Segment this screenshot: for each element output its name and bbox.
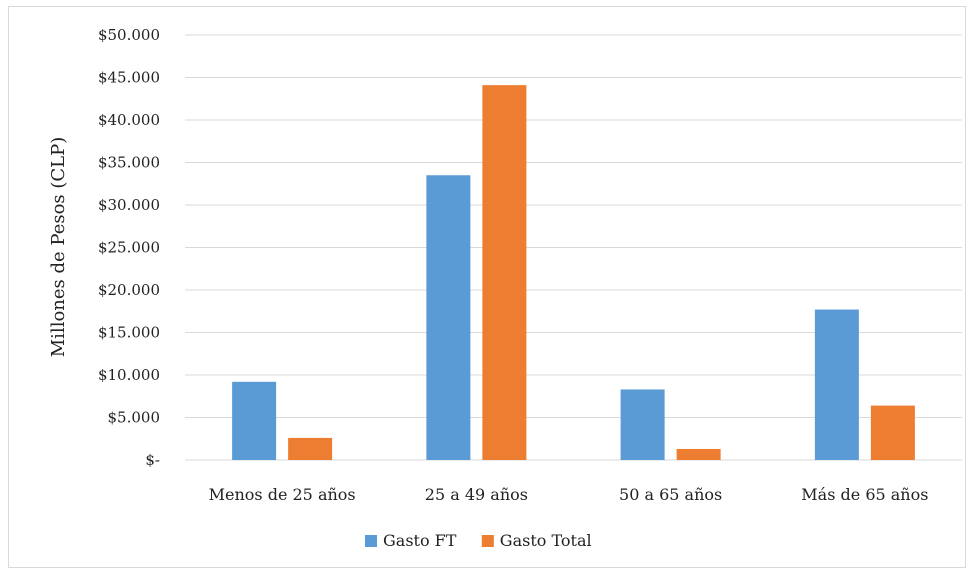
y-tick-label: $20.000 — [98, 281, 160, 299]
legend-label: Gasto Total — [500, 531, 592, 550]
bar-gasto-ft-1 — [426, 175, 471, 460]
y-tick-label: $5.000 — [108, 409, 161, 427]
y-tick-label: $35.000 — [98, 154, 160, 172]
legend-label: Gasto FT — [383, 531, 457, 550]
bars — [232, 85, 915, 461]
legend-swatch-1 — [481, 535, 494, 547]
y-tick-label: $50.000 — [98, 26, 160, 44]
x-axis-labels: Menos de 25 años 25 a 49 años 50 a 65 años… — [209, 485, 929, 504]
legend: Gasto FT Gasto Total — [365, 531, 592, 550]
bar-gasto-ft-3 — [814, 309, 859, 460]
y-axis-label: Millones de Pesos (CLP) — [48, 137, 69, 358]
y-tick-label: $15.000 — [98, 324, 160, 342]
y-tick-label: $25.000 — [98, 239, 160, 257]
bar-gasto-ft-2 — [620, 389, 665, 460]
y-tick-label: $40.000 — [98, 111, 160, 129]
legend-swatch-0 — [365, 535, 377, 547]
bar-gasto-total-1 — [482, 85, 527, 461]
x-tick-label: 25 a 49 años — [425, 485, 528, 504]
bar-gasto-total-3 — [870, 405, 915, 460]
y-tick-label: $30.000 — [98, 196, 160, 214]
x-tick-label: 50 a 65 años — [619, 485, 722, 504]
x-tick-label: Menos de 25 años — [209, 485, 356, 504]
y-tick-label: $10.000 — [98, 366, 160, 384]
bar-gasto-total-0 — [288, 437, 333, 460]
bar-gasto-ft-0 — [232, 381, 277, 460]
y-tick-label: $- — [145, 451, 160, 469]
y-tick-label: $45.000 — [98, 69, 160, 87]
x-tick-label: Más de 65 años — [801, 485, 928, 504]
bar-gasto-total-2 — [676, 448, 721, 460]
y-axis-ticks: $- $5.000 $10.000 $15.000 $20.000 $25.000 $30.… — [98, 26, 160, 469]
